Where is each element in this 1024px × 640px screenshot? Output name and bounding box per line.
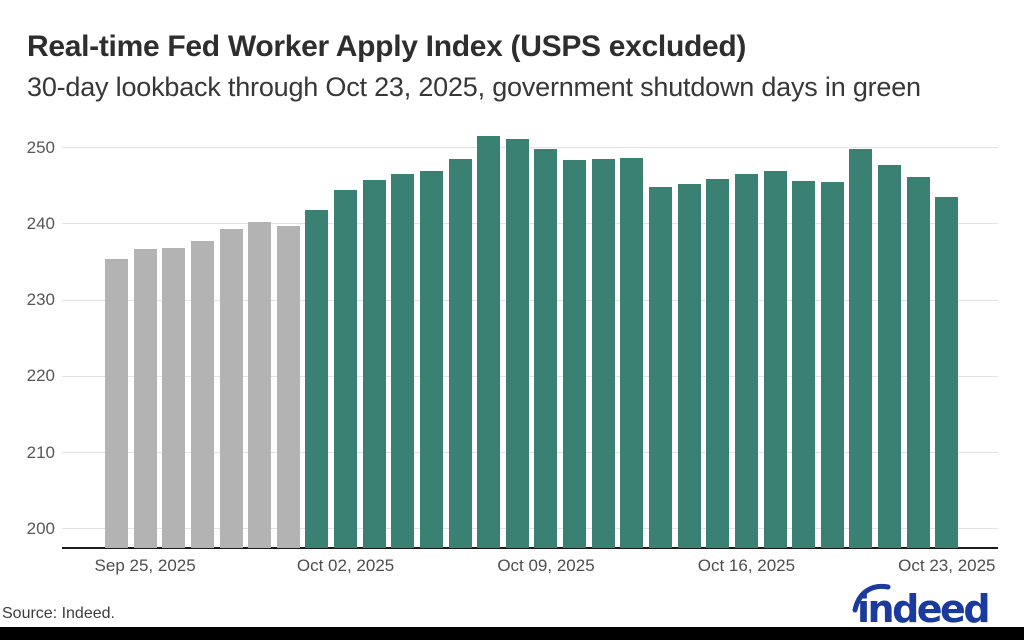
bottom-stripe xyxy=(0,627,1024,640)
logo-arc-icon xyxy=(852,583,891,613)
x-tick-label: Oct 02, 2025 xyxy=(296,556,395,575)
y-tick-label: 200 xyxy=(26,518,55,538)
bar-sep-30-2025 xyxy=(276,226,300,548)
bar-oct-20-2025 xyxy=(849,149,873,548)
bar-sep-28-2025 xyxy=(219,229,243,548)
bar-oct-23-2025 xyxy=(935,197,959,548)
bar-oct-12-2025 xyxy=(620,157,644,548)
gridline xyxy=(62,452,998,454)
indeed-logo-graphic: indeed xyxy=(852,583,991,631)
y-tick-label: 250 xyxy=(26,137,55,157)
indeed-logo: indeed xyxy=(850,579,995,631)
x-axis-line xyxy=(62,546,998,549)
gridline xyxy=(62,528,998,530)
bar-oct-04-2025 xyxy=(391,173,415,548)
bar-oct-16-2025 xyxy=(734,174,758,548)
bar-oct-05-2025 xyxy=(419,171,443,548)
bar-oct-17-2025 xyxy=(763,171,787,548)
y-tick-label: 210 xyxy=(26,442,55,462)
bar-oct-22-2025 xyxy=(906,176,930,548)
page-subtitle: 30-day lookback through Oct 23, 2025, go… xyxy=(27,72,921,102)
bar-oct-10-2025 xyxy=(563,159,587,548)
gridline xyxy=(62,299,998,301)
gridline xyxy=(62,147,998,149)
bar-oct-02-2025 xyxy=(334,190,358,548)
page-title: Real-time Fed Worker Apply Index (USPS e… xyxy=(27,30,747,63)
bar-oct-03-2025 xyxy=(362,180,386,548)
bar-oct-06-2025 xyxy=(448,159,472,548)
bar-sep-29-2025 xyxy=(248,222,272,548)
bar-oct-15-2025 xyxy=(706,178,730,548)
bar-oct-21-2025 xyxy=(878,165,902,548)
bar-sep-24-2025 xyxy=(105,259,128,548)
bar-oct-08-2025 xyxy=(505,139,529,548)
source-note: Source: Indeed. xyxy=(2,605,115,622)
bar-sep-27-2025 xyxy=(190,240,214,548)
x-tick-label: Oct 16, 2025 xyxy=(697,556,796,575)
bar-oct-19-2025 xyxy=(820,182,844,548)
x-tick-label: Oct 09, 2025 xyxy=(497,556,595,575)
gridline xyxy=(62,375,998,377)
bar-oct-14-2025 xyxy=(677,183,701,548)
y-tick-label: 230 xyxy=(26,290,55,310)
logo-wordmark: indeed xyxy=(857,587,988,629)
bar-sep-26-2025 xyxy=(162,247,186,548)
bar-oct-11-2025 xyxy=(591,159,615,548)
x-tick-label: Oct 23, 2025 xyxy=(898,556,996,575)
bar-oct-13-2025 xyxy=(649,186,673,548)
x-tick-label: Sep 25, 2025 xyxy=(94,556,196,575)
bar-oct-01-2025 xyxy=(305,210,329,548)
bar-sep-25-2025 xyxy=(133,249,157,548)
bar-oct-07-2025 xyxy=(477,136,501,548)
gridline xyxy=(62,223,998,225)
y-tick-label: 220 xyxy=(26,366,55,386)
bar-oct-18-2025 xyxy=(792,181,816,548)
bar-oct-09-2025 xyxy=(534,149,558,548)
y-tick-label: 240 xyxy=(26,213,55,233)
